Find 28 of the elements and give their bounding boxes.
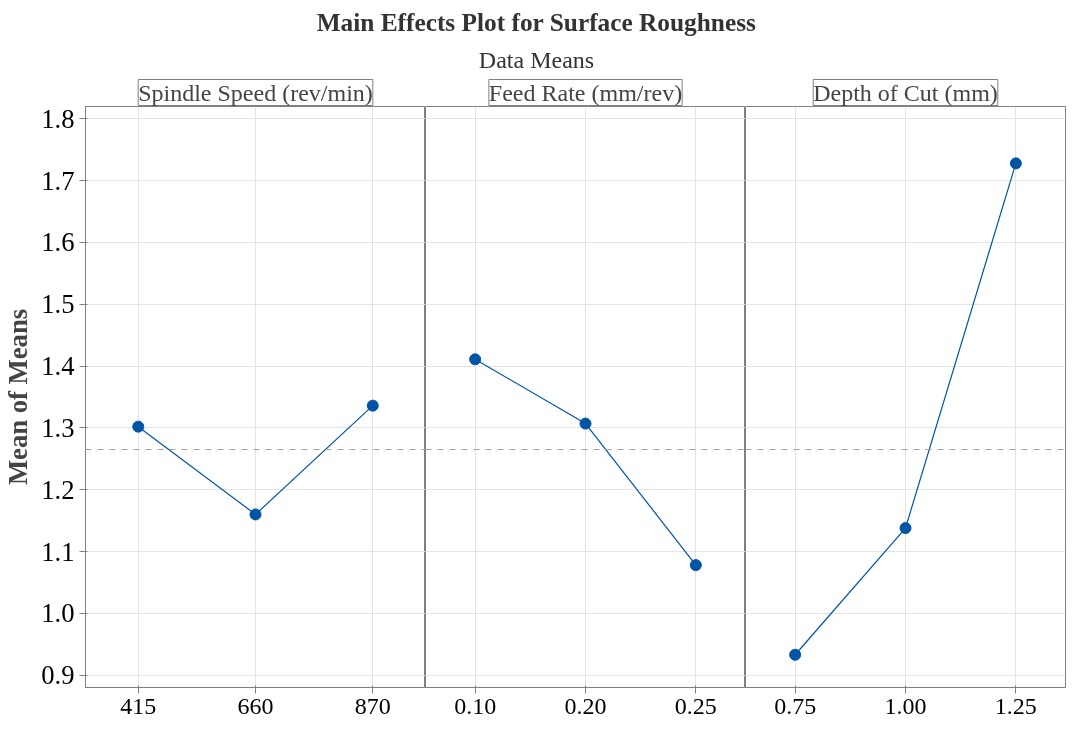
x-axis-title: Spindle Speed (rev/min)	[138, 79, 373, 106]
y-tick-label: 0.9	[41, 660, 75, 691]
x-tick-label: 0.10	[454, 692, 497, 719]
y-tick-label: 1.2	[41, 474, 75, 505]
x-axis-title: Feed Rate (mm/rev)	[488, 79, 683, 106]
y-axis-title: Mean of Means	[3, 308, 34, 486]
x-tick-label: 0.20	[564, 692, 607, 719]
y-tick-label: 1.4	[41, 351, 75, 382]
x-tick-label: 660	[237, 692, 274, 719]
y-tick-label: 1.8	[41, 103, 75, 134]
x-tick-label: 1.00	[884, 692, 927, 719]
point	[366, 399, 379, 412]
x-tick-label: 1.25	[994, 692, 1037, 719]
chart-subtitle: Data Means	[478, 46, 595, 73]
text: Main Effects Plot for Surface Roughness	[316, 7, 757, 36]
x-axis-title: Depth of Cut (mm)	[813, 79, 998, 106]
x-tick-label: 0.25	[674, 692, 717, 719]
y-tick-label: 1.5	[41, 289, 75, 320]
y-tick-label: 1.1	[41, 536, 75, 567]
x-tick-label: 0.75	[774, 692, 817, 719]
point	[249, 508, 262, 521]
y-tick-label: 1.3	[41, 412, 75, 443]
x-tick-label: 870	[354, 692, 391, 719]
y-tick-label: 1.7	[41, 165, 75, 196]
y-tick-label: 1.0	[41, 598, 75, 629]
y-tick-label: 1.6	[41, 227, 75, 258]
point	[132, 420, 145, 433]
x-tick-label: 415	[120, 692, 157, 719]
